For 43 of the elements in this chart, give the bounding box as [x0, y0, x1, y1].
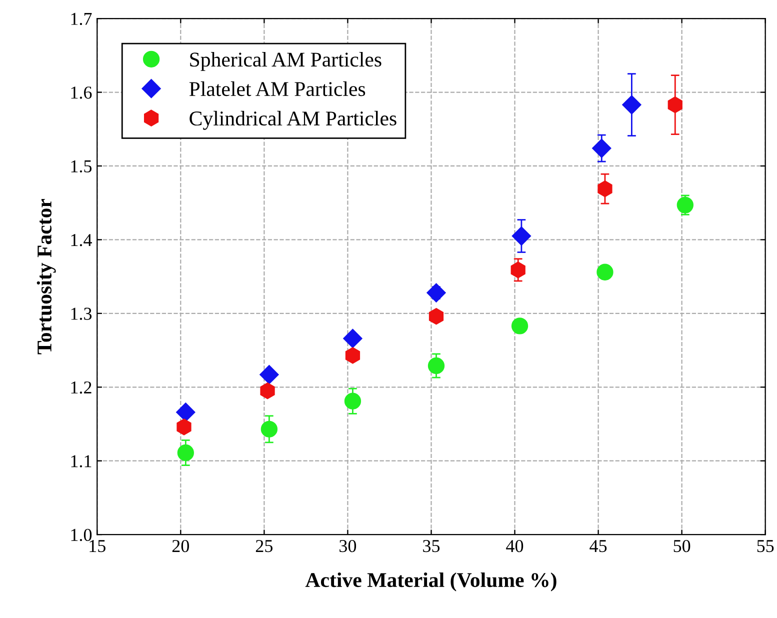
point — [592, 138, 612, 158]
point — [596, 264, 614, 280]
x-tick-label: 20 — [172, 540, 189, 552]
point — [512, 226, 531, 246]
point — [428, 308, 444, 325]
x-tick-label: 25 — [256, 540, 272, 552]
point — [344, 392, 362, 410]
point — [260, 365, 279, 384]
x-tick-label: 50 — [674, 540, 690, 552]
legend-label: Cylindrical AM Particles — [190, 110, 396, 130]
x-tick-label: 30 — [340, 540, 356, 552]
y-tick-label: 1.4 — [71, 234, 92, 246]
point — [676, 196, 694, 214]
y-tick-label: 1.1 — [71, 455, 92, 468]
legend-label: Platelet AM Particles — [189, 81, 366, 96]
point — [510, 262, 526, 278]
point — [622, 95, 642, 114]
y-tick-label: 1.3 — [71, 308, 92, 320]
point — [343, 328, 362, 348]
point — [177, 444, 194, 462]
point — [260, 420, 278, 438]
y-tick-label: 1.6 — [71, 86, 92, 99]
point — [428, 357, 445, 374]
y-tick-label: 1.2 — [71, 381, 92, 394]
point — [426, 283, 446, 302]
point — [598, 180, 612, 198]
point — [176, 402, 196, 422]
x-tick-label: 55 — [757, 540, 774, 552]
point — [511, 318, 528, 334]
y-tick-label: 1.7 — [71, 12, 92, 26]
y-tick-label: 1.0 — [71, 528, 92, 542]
y-tick-label: 1.5 — [71, 160, 92, 172]
x-tick-label: 45 — [590, 540, 607, 552]
point — [668, 96, 682, 114]
x-tick-label: 40 — [506, 540, 524, 552]
point — [176, 418, 192, 436]
y-axis-title: Tortuosity Factor — [36, 198, 56, 354]
legend-label: Spherical AM Particles — [190, 52, 382, 71]
x-axis-title: Active Material (Volume %) — [305, 572, 556, 592]
x-tick-label: 35 — [423, 540, 440, 552]
point — [345, 347, 360, 364]
point — [260, 382, 275, 400]
x-tick-label: 15 — [90, 540, 106, 552]
